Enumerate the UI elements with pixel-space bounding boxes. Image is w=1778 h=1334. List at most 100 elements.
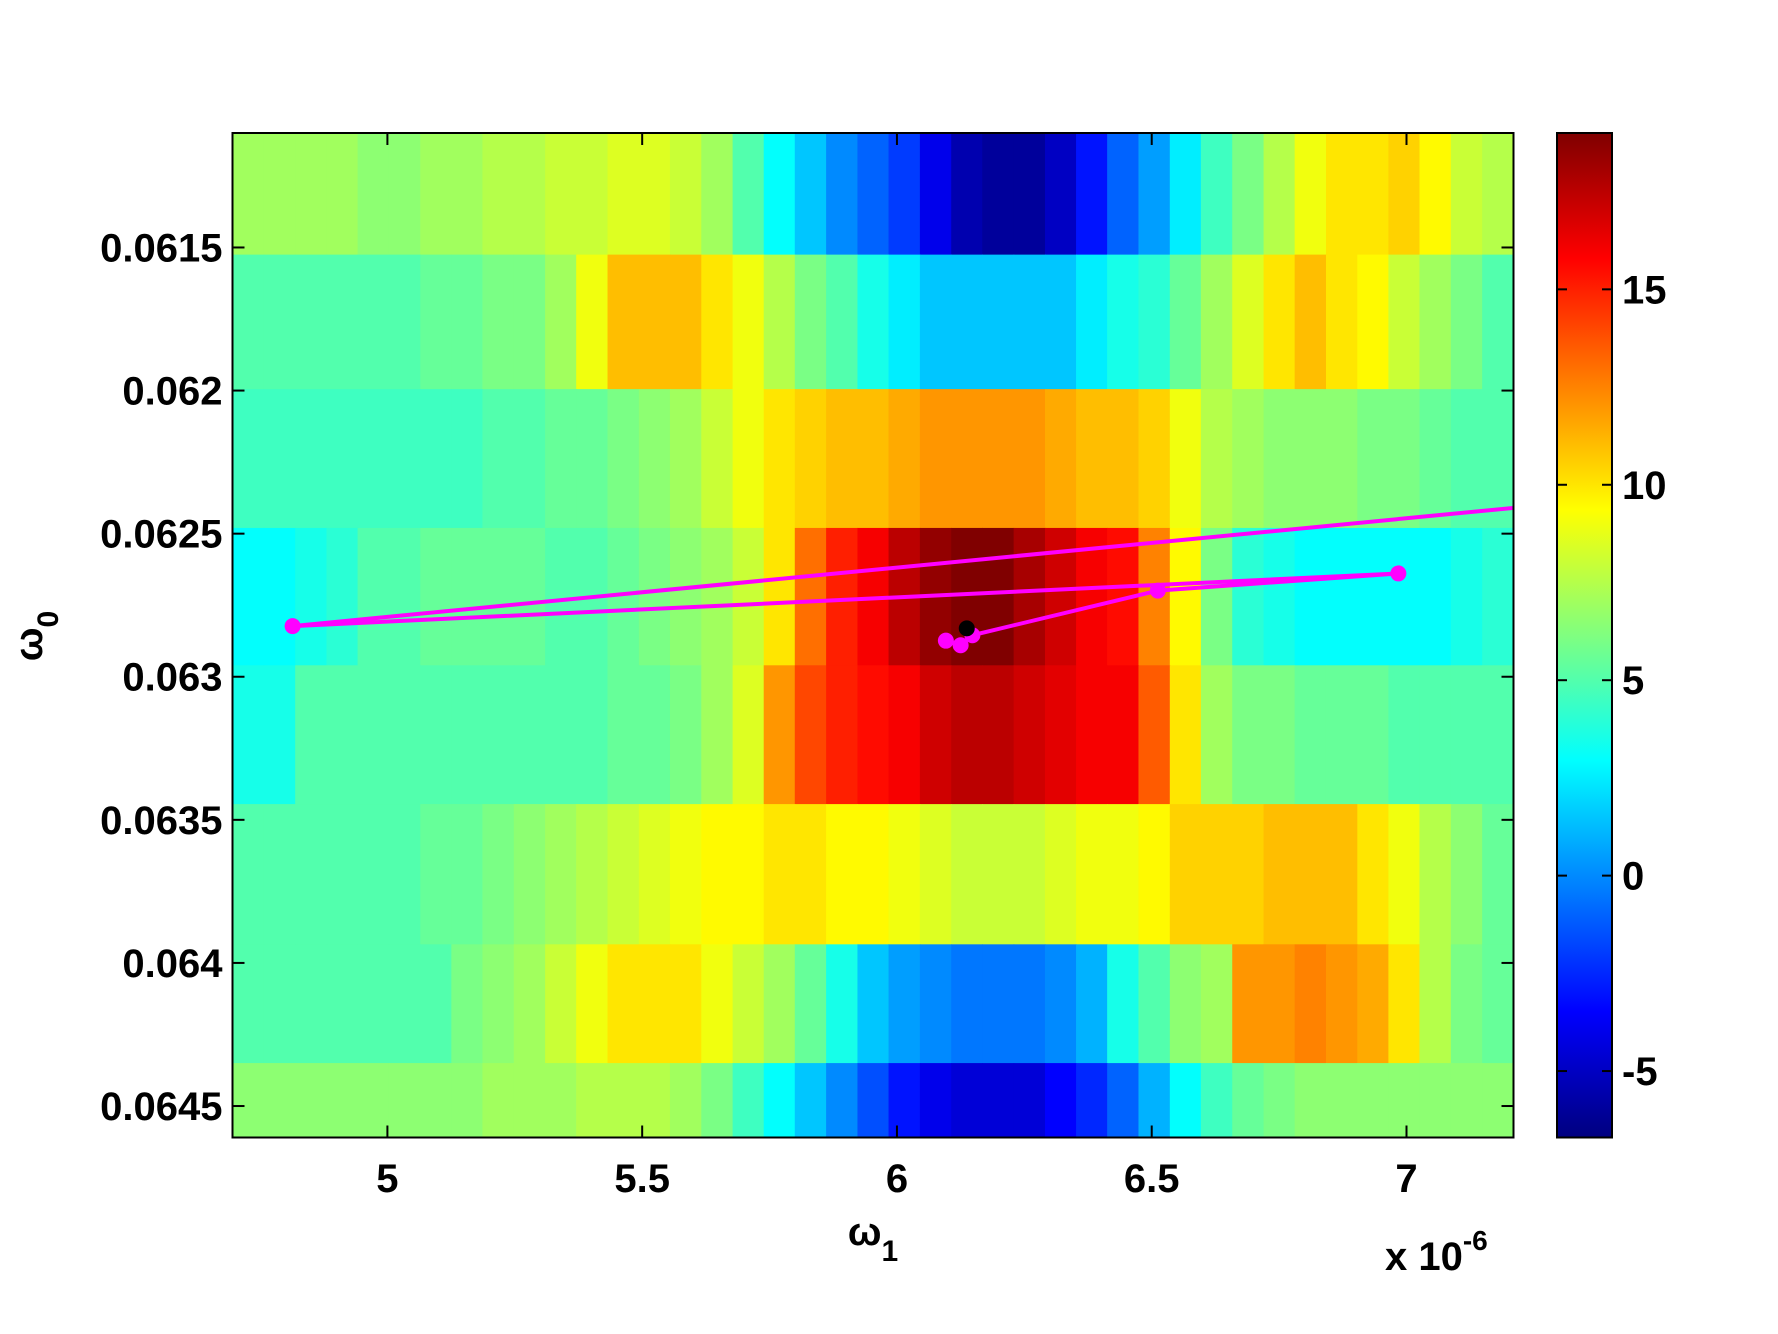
heatmap-cell — [982, 665, 1015, 805]
trajectory — [284, 505, 1514, 654]
heatmap-cell — [857, 133, 890, 256]
heatmap-cell — [1294, 665, 1327, 805]
heatmap-cell — [1169, 389, 1202, 529]
heatmap-cell — [794, 1063, 827, 1139]
heatmap-cell — [295, 665, 328, 805]
heatmap-cell — [1263, 665, 1296, 805]
heatmap-cell — [451, 527, 484, 666]
heatmap-cell — [1232, 665, 1265, 805]
heatmap-cell — [388, 254, 421, 390]
heatmap-cell — [263, 944, 296, 1064]
heatmap-cell — [1294, 804, 1327, 945]
heatmap-cell — [357, 804, 390, 945]
heatmap-cell — [982, 133, 1015, 256]
heatmap-cell — [1044, 254, 1077, 390]
heatmap-cell — [888, 254, 921, 390]
heatmap-cell — [451, 665, 484, 805]
heatmap-cell — [1357, 389, 1390, 529]
heatmap-cell — [1200, 665, 1233, 805]
heatmap-cell — [607, 389, 640, 529]
colorbar-tick-label: 15 — [1622, 268, 1667, 312]
heatmap-cell — [732, 944, 765, 1064]
heatmap-cell — [732, 254, 765, 390]
heatmap-cell — [326, 389, 359, 529]
heatmap-cell — [1450, 1063, 1483, 1139]
heatmap-cell — [638, 804, 671, 945]
heatmap-cell — [794, 665, 827, 805]
heatmap-cell — [232, 254, 265, 390]
heatmap-cell — [888, 665, 921, 805]
heatmap-cell — [1200, 389, 1233, 529]
heatmap-cell — [857, 804, 890, 945]
heatmap-cell — [1076, 133, 1108, 256]
y-tick-label: 0.064 — [122, 942, 223, 986]
heatmap-cell — [638, 944, 671, 1064]
heatmap-cell — [451, 133, 484, 256]
heatmap-cell — [1232, 1063, 1265, 1139]
heatmap-cell — [826, 944, 859, 1064]
heatmap-cell — [1013, 389, 1046, 529]
heatmap-cell — [357, 527, 390, 666]
multiplier-base: x 10 — [1385, 1235, 1463, 1279]
heatmap-cell — [451, 389, 484, 529]
heatmap-cell — [295, 1063, 328, 1139]
heatmap-cell — [1232, 133, 1265, 256]
heatmap-cell — [1419, 389, 1452, 529]
trajectory-point — [958, 620, 975, 637]
heatmap-cell — [1107, 1063, 1140, 1139]
heatmap-cell — [326, 527, 359, 666]
heatmap-cell — [1450, 665, 1483, 805]
heatmap-cell — [794, 133, 827, 256]
heatmap-cell — [607, 133, 640, 256]
heatmap-cell — [232, 665, 265, 805]
heatmap-cell — [1263, 527, 1296, 666]
heatmap-cell — [763, 254, 796, 390]
heatmap-cell — [545, 133, 577, 256]
heatmap-cell — [1357, 1063, 1390, 1139]
x-label-symbol: ω — [848, 1210, 882, 1254]
heatmap-cell — [1450, 944, 1483, 1064]
heatmap-cell — [545, 527, 577, 666]
heatmap-cell — [1450, 254, 1483, 390]
colorbar — [1556, 132, 1613, 1139]
y-tick-label: 0.0635 — [100, 799, 222, 843]
heatmap-cell — [1138, 944, 1171, 1064]
heatmap-cell — [1388, 133, 1421, 256]
heatmap-cell — [420, 944, 452, 1064]
heatmap-cell — [1200, 1063, 1233, 1139]
heatmap-cell — [1482, 944, 1515, 1064]
trajectory-point — [952, 637, 969, 654]
heatmap-cell — [1482, 527, 1515, 666]
y-tick-label: 0.063 — [122, 656, 222, 700]
multiplier-exponent: -6 — [1463, 1225, 1488, 1256]
heatmap-cell — [701, 527, 734, 666]
heatmap-cell — [513, 254, 546, 390]
heatmap-cell — [1263, 944, 1296, 1064]
trajectory-point — [1390, 565, 1407, 582]
x-label-subscript: 1 — [882, 1235, 899, 1268]
heatmap-cell — [888, 944, 921, 1064]
heatmap-cell — [732, 804, 765, 945]
heatmap-cell — [263, 389, 296, 529]
heatmap-cell — [982, 389, 1015, 529]
heatmap-cell — [357, 944, 390, 1064]
heatmap-cell — [513, 133, 546, 256]
heatmap-cell — [1013, 944, 1046, 1064]
heatmap-cell — [1013, 665, 1046, 805]
heatmap-cell — [263, 804, 296, 945]
heatmap-cell — [1450, 804, 1483, 945]
heatmap-cell — [451, 944, 484, 1064]
heatmap-cell — [576, 944, 609, 1064]
heatmap-cell — [669, 389, 702, 529]
heatmap-cell — [951, 944, 983, 1064]
heatmap-cell — [388, 665, 421, 805]
heatmap-cell — [857, 389, 890, 529]
heatmap-cell — [420, 665, 452, 805]
heatmap-cell — [1419, 944, 1452, 1064]
heatmap — [232, 133, 1515, 1139]
heatmap-cell — [1325, 389, 1358, 529]
heatmap-cell — [763, 527, 796, 666]
heatmap-cell — [1076, 665, 1108, 805]
heatmap-cell — [1482, 665, 1515, 805]
heatmap-cell — [1013, 254, 1046, 390]
